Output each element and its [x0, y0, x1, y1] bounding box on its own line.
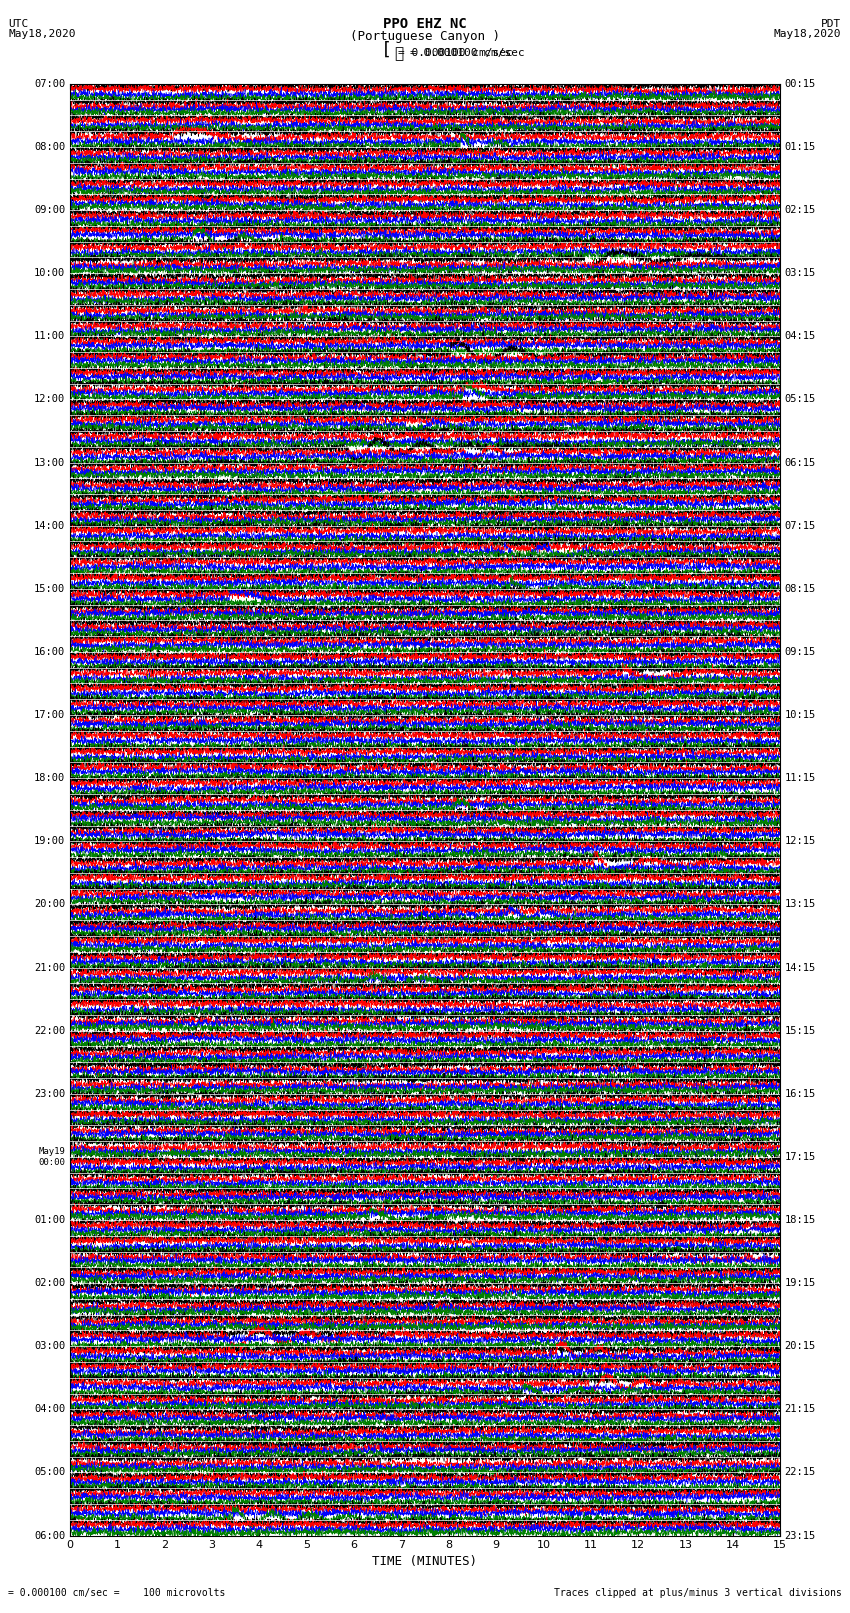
Text: 15:15: 15:15: [785, 1026, 816, 1036]
Text: 15:00: 15:00: [34, 584, 65, 594]
Text: 08:00: 08:00: [34, 142, 65, 152]
Text: 10:00: 10:00: [34, 268, 65, 277]
Text: 06:15: 06:15: [785, 458, 816, 468]
Text: PDT: PDT: [821, 19, 842, 29]
Text: 17:00: 17:00: [34, 710, 65, 719]
Text: 03:00: 03:00: [34, 1342, 65, 1352]
Text: 21:15: 21:15: [785, 1405, 816, 1415]
Text: 12:15: 12:15: [785, 836, 816, 847]
Text: 05:00: 05:00: [34, 1468, 65, 1478]
Text: 04:15: 04:15: [785, 331, 816, 342]
Text: 03:15: 03:15: [785, 268, 816, 277]
Text: 05:15: 05:15: [785, 395, 816, 405]
Text: May19
00:00: May19 00:00: [38, 1147, 65, 1166]
Text: 22:00: 22:00: [34, 1026, 65, 1036]
Text: 14:00: 14:00: [34, 521, 65, 531]
Text: 14:15: 14:15: [785, 963, 816, 973]
Text: 17:15: 17:15: [785, 1152, 816, 1161]
Text: 12:00: 12:00: [34, 395, 65, 405]
Text: [: [: [382, 40, 392, 60]
Text: 08:15: 08:15: [785, 584, 816, 594]
Text: 20:00: 20:00: [34, 900, 65, 910]
Text: 22:15: 22:15: [785, 1468, 816, 1478]
Text: Traces clipped at plus/minus 3 vertical divisions: Traces clipped at plus/minus 3 vertical …: [553, 1589, 842, 1598]
Text: 21:00: 21:00: [34, 963, 65, 973]
Text: PPO EHZ NC: PPO EHZ NC: [383, 18, 467, 31]
Text: 02:00: 02:00: [34, 1277, 65, 1289]
Text: 16:00: 16:00: [34, 647, 65, 656]
Text: 11:00: 11:00: [34, 331, 65, 342]
Text: 20:15: 20:15: [785, 1342, 816, 1352]
Text: 23:00: 23:00: [34, 1089, 65, 1098]
Text: May18,2020: May18,2020: [8, 29, 76, 39]
Text: 01:00: 01:00: [34, 1215, 65, 1224]
Text: (Portuguese Canyon ): (Portuguese Canyon ): [350, 29, 500, 44]
X-axis label: TIME (MINUTES): TIME (MINUTES): [372, 1555, 478, 1568]
Text: 23:15: 23:15: [785, 1531, 816, 1540]
Text: 06:00: 06:00: [34, 1531, 65, 1540]
Text: = 0.000100 cm/sec: = 0.000100 cm/sec: [410, 48, 524, 58]
Text: 01:15: 01:15: [785, 142, 816, 152]
Text: UTC: UTC: [8, 19, 29, 29]
Text: 04:00: 04:00: [34, 1405, 65, 1415]
Text: 09:00: 09:00: [34, 205, 65, 215]
Text: 19:15: 19:15: [785, 1277, 816, 1289]
Text: 13:15: 13:15: [785, 900, 816, 910]
Text: 07:00: 07:00: [34, 79, 65, 89]
Text: 00:15: 00:15: [785, 79, 816, 89]
Text: = 0.000100 cm/sec: = 0.000100 cm/sec: [398, 48, 513, 58]
Text: 07:15: 07:15: [785, 521, 816, 531]
Text: = 0.000100 cm/sec =    100 microvolts: = 0.000100 cm/sec = 100 microvolts: [8, 1589, 226, 1598]
Text: 02:15: 02:15: [785, 205, 816, 215]
Text: 11:15: 11:15: [785, 773, 816, 784]
Text: ⎵: ⎵: [394, 45, 404, 61]
Text: 18:00: 18:00: [34, 773, 65, 784]
Text: 18:15: 18:15: [785, 1215, 816, 1224]
Text: 09:15: 09:15: [785, 647, 816, 656]
Text: 10:15: 10:15: [785, 710, 816, 719]
Text: 19:00: 19:00: [34, 836, 65, 847]
Text: 16:15: 16:15: [785, 1089, 816, 1098]
Text: May18,2020: May18,2020: [774, 29, 842, 39]
Text: 13:00: 13:00: [34, 458, 65, 468]
